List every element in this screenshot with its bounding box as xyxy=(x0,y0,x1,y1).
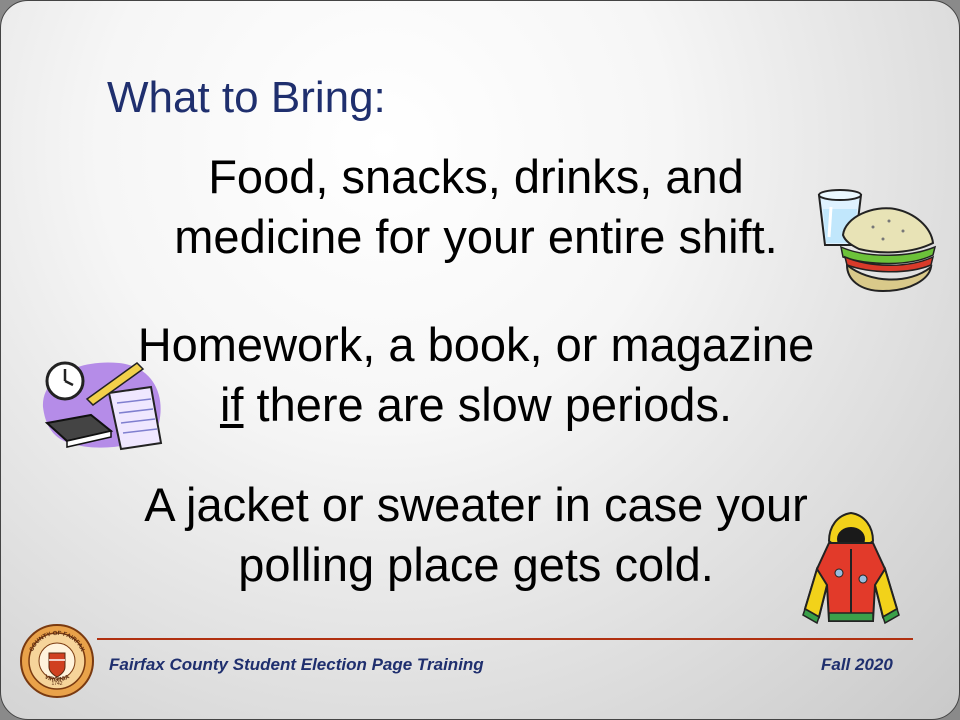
slide-title: What to Bring: xyxy=(107,73,386,122)
item-jacket: A jacket or sweater in case your polling… xyxy=(61,475,891,595)
footer-left-text: Fairfax County Student Election Page Tra… xyxy=(109,655,484,674)
seal-year: 1742 xyxy=(51,681,62,687)
seal-text-bottom: VIRGINIA xyxy=(43,674,71,684)
svg-text:VIRGINIA: VIRGINIA xyxy=(43,674,71,684)
homework-clipart-icon xyxy=(42,361,163,451)
item-jacket-line1: A jacket or sweater in case your xyxy=(144,478,808,531)
footer-right-text: Fall 2020 xyxy=(821,655,893,674)
jacket-clipart-icon xyxy=(802,511,900,625)
footer-divider xyxy=(97,638,913,640)
item-food-line2: medicine for your entire shift. xyxy=(174,210,778,263)
county-seal-icon: COUNTY OF FAIRFAX VIRGINIA 1742 xyxy=(20,624,94,698)
item-homework-line1: Homework, a book, or magazine xyxy=(137,318,815,371)
item-homework-line2-rest: there are slow periods. xyxy=(243,378,733,431)
item-homework-line2: if there are slow periods. xyxy=(61,375,891,435)
food-clipart-icon xyxy=(817,189,937,293)
item-homework: Homework, a book, or magazine if there a… xyxy=(61,315,891,435)
item-food-line1: Food, snacks, drinks, and xyxy=(208,150,744,203)
item-homework-emphasis: if xyxy=(219,378,244,431)
item-jacket-line2: polling place gets cold. xyxy=(238,538,714,591)
item-food: Food, snacks, drinks, and medicine for y… xyxy=(61,147,891,267)
